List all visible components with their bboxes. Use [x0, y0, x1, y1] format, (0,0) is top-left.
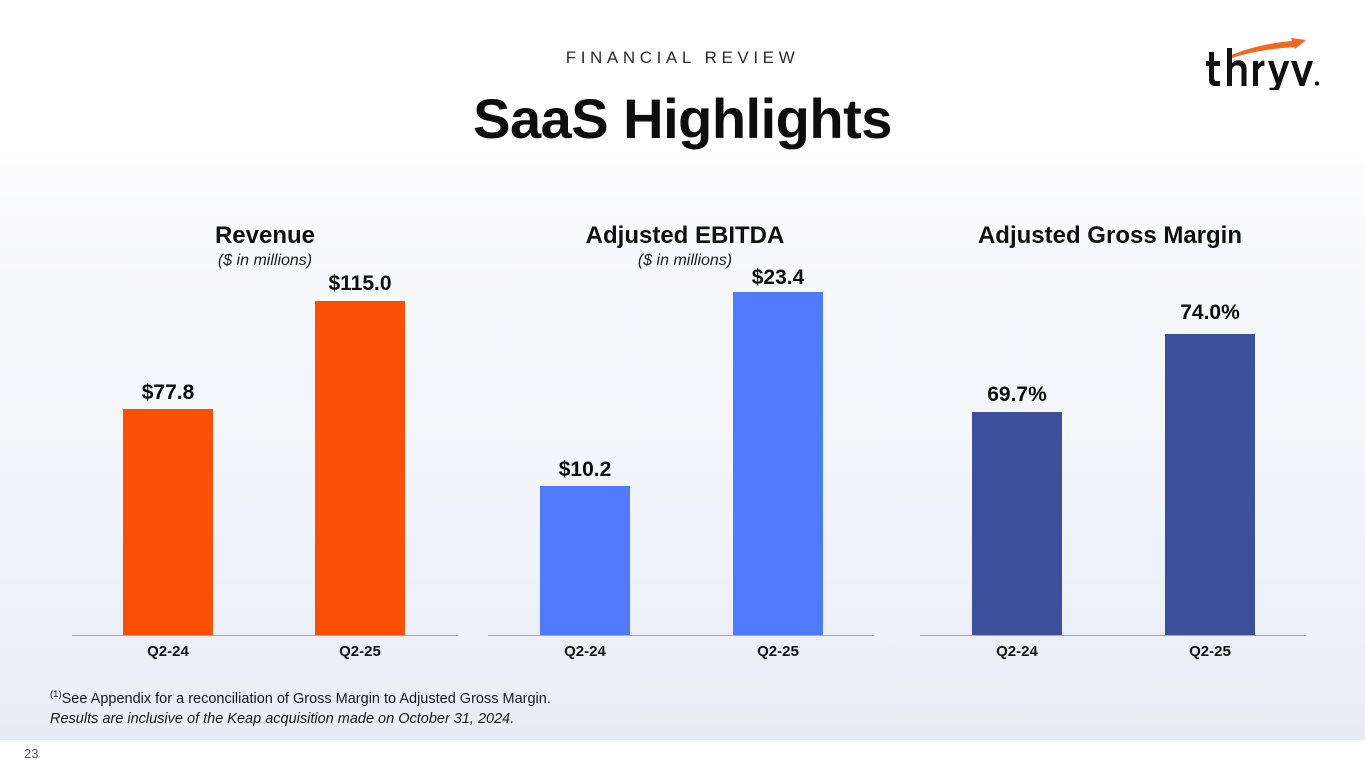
- cat-label-revenue-q2-25: Q2-25: [339, 643, 381, 660]
- cat-label-margin-q2-25: Q2-25: [1189, 643, 1231, 660]
- bar-value-revenue-q2-24: $77.8: [141, 381, 195, 404]
- background-gradient-band: [0, 155, 1365, 740]
- cat-label-ebitda-q2-25: Q2-25: [757, 643, 799, 660]
- page-number: 23: [24, 746, 39, 761]
- bar-value-revenue-q2-25: $115.0: [328, 272, 392, 295]
- chart-revenue-plot: $77.8 Q2-24 $115.0 Q2-25: [40, 200, 490, 680]
- chart-adjusted-gross-margin-axis-line: [920, 635, 1306, 636]
- bar-ebitda-q2-24: [540, 486, 630, 635]
- cat-label-ebitda-q2-24: Q2-24: [564, 643, 606, 660]
- bar-margin-q2-24: [972, 412, 1062, 635]
- chart-adjusted-ebitda-title: Adjusted EBITDA: [585, 222, 785, 249]
- bar-value-ebitda-q2-25: $23.4: [751, 266, 805, 289]
- logo-swoosh-icon: [1227, 38, 1306, 59]
- cat-label-revenue-q2-24: Q2-24: [147, 643, 189, 660]
- section-eyebrow: FINANCIAL REVIEW: [565, 48, 800, 67]
- chart-revenue-axis-line: [72, 635, 458, 636]
- chart-adjusted-gross-margin-plot: 69.7% Q2-24 74.0% Q2-25: [890, 200, 1330, 680]
- page-title: SaaS Highlights: [473, 87, 892, 150]
- footnote-line-1-text: See Appendix for a reconciliation of Gro…: [61, 690, 551, 707]
- bar-value-ebitda-q2-24: $10.2: [558, 458, 612, 481]
- bar-ebitda-q2-25: [733, 292, 823, 635]
- thryv-logo: [1205, 38, 1323, 90]
- chart-adjusted-ebitda-axis-line: [488, 635, 874, 636]
- chart-adjusted-gross-margin: Adjusted Gross Margin 69.7% Q2-24 74.0% …: [890, 200, 1330, 680]
- background-bottom-band: [0, 740, 1365, 768]
- chart-revenue: Revenue ($ in millions) $77.8 Q2-24 $115…: [40, 200, 490, 680]
- chart-adjusted-ebitda: Adjusted EBITDA ($ in millions) $10.2 Q2…: [470, 200, 900, 680]
- bar-revenue-q2-25: [315, 301, 405, 635]
- chart-adjusted-ebitda-subtitle: ($ in millions): [637, 252, 733, 269]
- bar-margin-q2-25: [1165, 334, 1255, 635]
- chart-adjusted-gross-margin-title: Adjusted Gross Margin: [977, 222, 1243, 249]
- cat-label-margin-q2-24: Q2-24: [996, 643, 1038, 660]
- background-top-band: [0, 0, 1365, 160]
- bar-value-margin-q2-24: 69.7%: [987, 383, 1047, 406]
- chart-adjusted-ebitda-plot: $10.2 Q2-24 $23.4 Q2-25: [470, 200, 900, 680]
- bar-revenue-q2-24: [123, 409, 213, 635]
- footnotes: (1)See Appendix for a reconciliation of …: [50, 688, 750, 730]
- chart-revenue-subtitle: ($ in millions): [217, 252, 313, 269]
- bar-value-margin-q2-25: 74.0%: [1180, 301, 1240, 324]
- logo-wordmark: [1206, 48, 1320, 90]
- footnote-line-1: (1)See Appendix for a reconciliation of …: [50, 688, 750, 709]
- footnote-line-2: Results are inclusive of the Keap acquis…: [50, 711, 515, 728]
- chart-revenue-title: Revenue: [214, 222, 316, 249]
- footnote-superscript: (1): [50, 689, 62, 700]
- charts-container: Revenue ($ in millions) $77.8 Q2-24 $115…: [0, 200, 1365, 680]
